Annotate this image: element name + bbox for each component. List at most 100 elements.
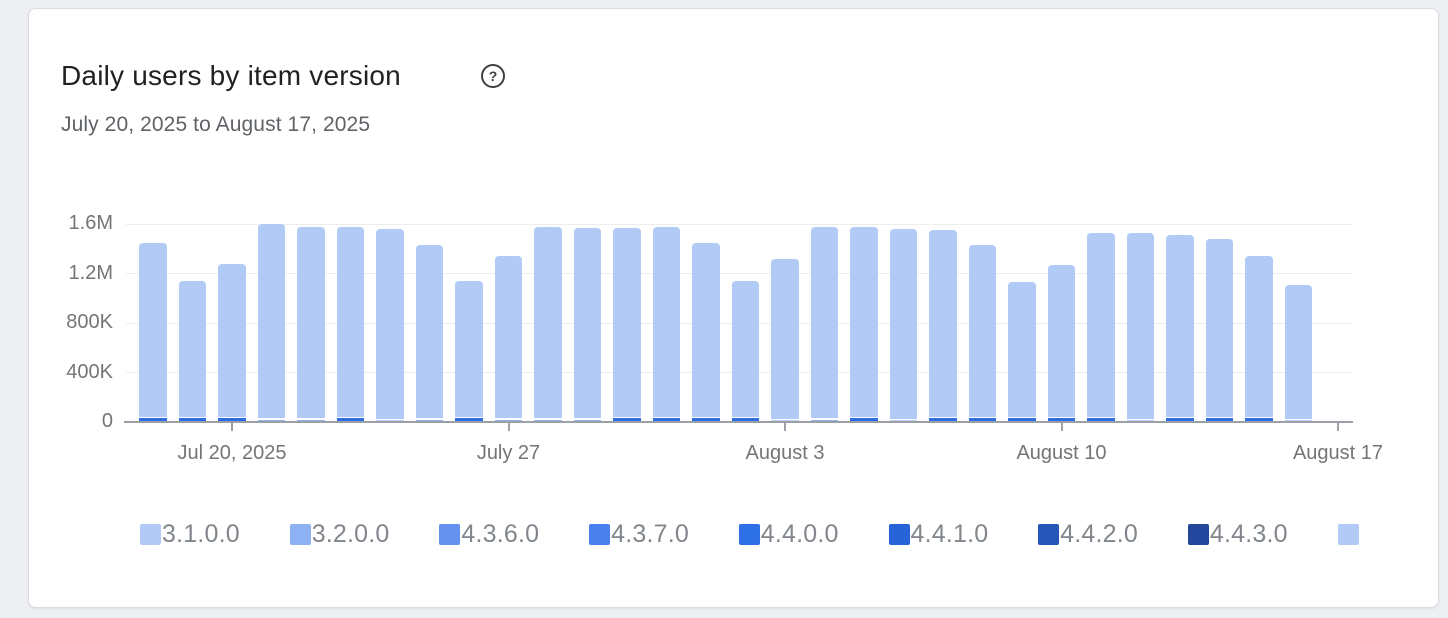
legend-label: 4.3.7.0 <box>611 519 689 548</box>
chart-bar[interactable] <box>178 280 207 422</box>
plot-area: Jul 20, 2025 July 27 August 3 August 10 Augu… <box>124 223 1383 464</box>
chart-bar[interactable] <box>455 280 483 422</box>
legend-item: 4.3.7.0 <box>589 520 689 548</box>
chart-bar[interactable] <box>1205 238 1234 422</box>
bar-body-segment <box>257 224 286 418</box>
x-axis-label: July 27 <box>476 442 541 464</box>
legend-item: 3.2.0.0 <box>289 519 390 548</box>
chart-bar[interactable] <box>1166 235 1194 422</box>
legend-swatch <box>439 523 461 545</box>
x-axis-label: August 10 <box>1016 442 1107 464</box>
chart-bar[interactable] <box>771 258 799 422</box>
bar-base-segment <box>652 418 681 422</box>
chart-bar[interactable] <box>613 227 641 422</box>
bar-base-segment <box>1047 418 1076 422</box>
chart-bar[interactable] <box>573 227 602 422</box>
bar-body-segment <box>376 229 404 419</box>
chart-card: Daily users by item version ? July 20, 2… <box>28 8 1439 608</box>
chart-bar[interactable] <box>139 242 167 422</box>
x-axis-line <box>124 421 1353 423</box>
bar-base-segment <box>1245 418 1273 422</box>
legend-swatch <box>1187 523 1209 545</box>
bar-base-segment <box>1166 418 1194 422</box>
bar-body-segment <box>573 227 602 418</box>
y-axis-label: 0 <box>101 410 113 432</box>
x-axis-tick <box>1337 423 1339 431</box>
legend-swatch <box>589 523 611 545</box>
chart-bar[interactable] <box>652 226 681 422</box>
x-axis-label: August 3 <box>745 442 825 464</box>
bar-base-segment <box>139 418 167 422</box>
chart-bar[interactable] <box>1008 282 1036 422</box>
chart-title: Daily users by item version <box>61 60 401 91</box>
chart-bar[interactable] <box>968 245 997 422</box>
legend-swatch <box>140 523 161 545</box>
y-axis-label: 800K <box>66 311 113 333</box>
bar-body-segment <box>1008 282 1036 417</box>
chart-bar[interactable] <box>889 229 918 422</box>
help-icon[interactable]: ? <box>481 64 505 88</box>
bar-body-segment <box>929 230 957 417</box>
bar-base-segment <box>218 418 246 422</box>
chart-bar[interactable] <box>810 226 839 422</box>
legend-swatch <box>738 523 760 545</box>
chart-bar[interactable] <box>692 242 720 422</box>
bar-body-segment <box>139 242 167 417</box>
y-axis-label: 1.2M <box>68 261 113 284</box>
legend-item: 3.1.0.0 <box>140 520 240 548</box>
bar-base-segment <box>850 418 878 422</box>
bar-body-segment <box>1205 238 1234 417</box>
chart-bar[interactable] <box>929 230 957 422</box>
bar-body-segment <box>218 263 246 417</box>
chart-bar[interactable] <box>336 226 365 422</box>
bar-body-segment <box>968 245 997 417</box>
chart-bar[interactable] <box>297 226 325 422</box>
chart-bar[interactable] <box>257 224 286 422</box>
bar-body-segment <box>889 229 918 419</box>
bar-base-segment <box>415 419 444 422</box>
chart-bar[interactable] <box>376 229 404 422</box>
bar-body-segment <box>455 280 483 417</box>
chart-bar[interactable] <box>494 256 523 422</box>
gridline <box>126 273 1353 274</box>
bar-base-segment <box>1205 418 1234 422</box>
chart-bar[interactable] <box>731 280 760 422</box>
chart-bar[interactable] <box>1047 264 1076 422</box>
chart-bar[interactable] <box>1245 256 1273 422</box>
bar-body-segment <box>1284 284 1313 419</box>
x-axis-tick <box>784 423 786 431</box>
chart-bar[interactable] <box>415 245 444 422</box>
bar-body-segment <box>1126 232 1155 419</box>
legend-swatch <box>1337 523 1359 545</box>
legend-item: 4.4.2.0 <box>1038 520 1138 548</box>
legend: 3.1.0.0 3.2.0.0 4.3.6.0 4.3.7.0 4.4.0.0 4.4.1… <box>29 520 1440 548</box>
bar-base-segment <box>455 418 483 422</box>
bar-base-segment <box>692 418 720 422</box>
bar-base-segment <box>534 419 562 422</box>
bar-base-segment <box>731 418 760 422</box>
chart-bar[interactable] <box>1284 284 1313 422</box>
bar-body-segment <box>771 258 799 419</box>
legend-label: 4.3.6.0 <box>461 519 540 548</box>
legend-label: 3.2.0.0 <box>311 519 390 548</box>
bar-body-segment <box>494 256 523 418</box>
legend-label: 4.4.0.0 <box>760 519 839 548</box>
bar-base-segment <box>178 418 207 422</box>
bar-base-segment <box>810 419 839 422</box>
bar-base-segment <box>494 419 523 422</box>
legend-item: 4.3.6.0 <box>439 520 539 548</box>
legend-item <box>1337 520 1359 548</box>
legend-label: 3.1.0.0 <box>162 519 240 548</box>
chart-bar[interactable] <box>534 226 562 422</box>
bar-body-segment <box>1166 235 1194 417</box>
bar-body-segment <box>613 227 641 417</box>
chart-bar[interactable] <box>1087 232 1115 422</box>
chart-bar[interactable] <box>850 226 878 422</box>
bar-body-segment <box>1047 264 1076 417</box>
bar-body-segment <box>692 242 720 417</box>
legend-label: 4.4.1.0 <box>910 519 989 548</box>
chart-bar[interactable] <box>1126 232 1155 422</box>
legend-item: 4.4.1.0 <box>888 519 989 548</box>
chart-bar[interactable] <box>218 263 246 422</box>
